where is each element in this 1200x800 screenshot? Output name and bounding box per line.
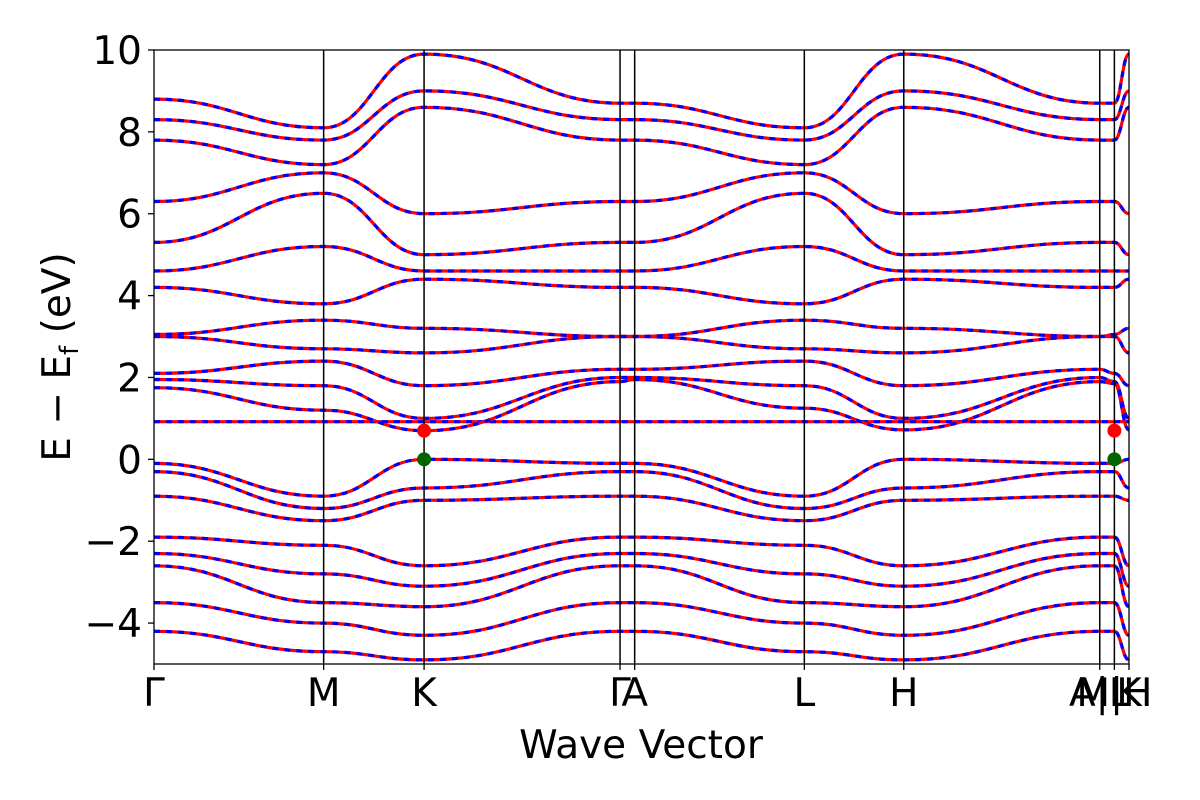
band-valence-18-dashed bbox=[154, 564, 1129, 609]
band-conduction-9-dashed bbox=[154, 171, 1129, 216]
x-tick-label-2: K bbox=[411, 671, 438, 716]
x-tick-label-0: Γ bbox=[143, 671, 165, 716]
band-conduction-2-dashed bbox=[154, 375, 1129, 421]
band-conduction-5-solid bbox=[154, 318, 1129, 339]
high-symmetry-lines bbox=[322, 50, 1116, 664]
band-conduction-3-solid bbox=[154, 359, 1129, 388]
y-axis-label: E − Ef (eV) bbox=[35, 252, 85, 461]
x-tick-label-9: K bbox=[1116, 671, 1143, 716]
band-valence-16-dashed bbox=[154, 535, 1129, 568]
band-conduction-11-solid bbox=[154, 89, 1129, 142]
point-marker-0 bbox=[417, 452, 432, 467]
band-valence-17-dashed bbox=[154, 551, 1129, 588]
y-tick-label-4: 4 bbox=[117, 275, 142, 320]
x-tick-label-7: A|L bbox=[1069, 671, 1131, 716]
y-tick-label-5: 6 bbox=[117, 193, 142, 238]
band-valence-20-solid bbox=[154, 629, 1129, 662]
x-tick-label-3: Γ bbox=[609, 671, 631, 716]
plot-frame bbox=[153, 49, 1130, 665]
x-tick-label-6: H bbox=[889, 671, 918, 716]
x-tick-label-5: L bbox=[793, 671, 815, 716]
point-marker-3 bbox=[1107, 423, 1122, 438]
y-axis-label-unit: (eV) bbox=[35, 252, 80, 346]
x-tick-label-8: M|H bbox=[1076, 671, 1152, 716]
band-valence-15-dashed bbox=[154, 494, 1129, 523]
y-tick-label-6: 8 bbox=[117, 111, 142, 156]
band-conduction-11-dashed bbox=[154, 89, 1129, 142]
band-conduction-10-solid bbox=[154, 105, 1129, 167]
band-conduction-12-dashed bbox=[154, 52, 1129, 130]
band-valence-13-dashed bbox=[154, 457, 1129, 498]
band-conduction-9-solid bbox=[154, 171, 1129, 216]
y-tick-label-0: −4 bbox=[85, 602, 143, 647]
y-tick-label-1: −2 bbox=[85, 520, 143, 565]
x-tick-label-4: A bbox=[621, 671, 648, 716]
band-valence-14-solid bbox=[154, 470, 1129, 511]
band-valence-14-dashed bbox=[154, 470, 1129, 511]
x-tick-label-1: M bbox=[307, 671, 341, 716]
band-conduction-10-dashed bbox=[154, 105, 1129, 167]
y-tick-label-7: 10 bbox=[92, 29, 142, 74]
band-conduction-7-dashed bbox=[154, 244, 1129, 273]
band-conduction-6-dashed bbox=[154, 277, 1129, 306]
band-valence-13-solid bbox=[154, 457, 1129, 498]
y-axis-ticks: −4 −2 0 2 4 6 8 10 bbox=[85, 29, 154, 647]
band-valence-19-dashed bbox=[154, 600, 1129, 637]
point-markers bbox=[417, 423, 1122, 467]
band-valence-20-dashed bbox=[154, 629, 1129, 662]
y-tick-label-3: 2 bbox=[117, 356, 142, 401]
y-tick-label-2: 0 bbox=[117, 438, 142, 483]
point-marker-1 bbox=[417, 423, 432, 438]
y-axis-label-base: E − E bbox=[35, 355, 80, 462]
band-conduction-4-solid bbox=[154, 334, 1129, 355]
point-marker-2 bbox=[1107, 452, 1122, 467]
x-axis-label: Wave Vector bbox=[519, 723, 764, 768]
band-conduction-3-dashed bbox=[154, 359, 1129, 388]
band-valence-16-solid bbox=[154, 535, 1129, 568]
bands-layer bbox=[154, 52, 1129, 662]
band-conduction-6-solid bbox=[154, 277, 1129, 306]
band-valence-17-solid bbox=[154, 551, 1129, 588]
band-conduction-8-dashed bbox=[154, 191, 1129, 257]
band-conduction-5-dashed bbox=[154, 318, 1129, 339]
y-axis-label-subscript: f bbox=[55, 345, 85, 355]
x-axis-ticks: Γ M K ΓA L H A|LM|HK bbox=[143, 664, 1152, 716]
band-conduction-4-dashed bbox=[154, 334, 1129, 355]
